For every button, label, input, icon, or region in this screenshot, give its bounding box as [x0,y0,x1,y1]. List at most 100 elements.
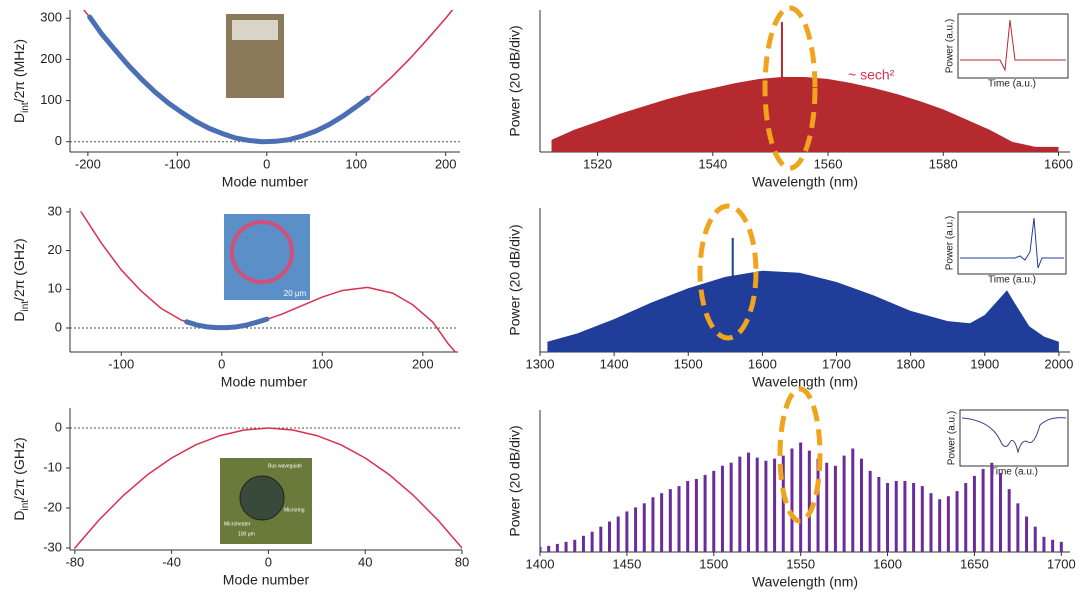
y-label-part: /2π (GHz) [11,437,27,500]
x-axis-label: Mode number [221,374,308,390]
plot-area [547,237,1059,352]
x-axis-label: Mode number [223,572,310,588]
photo-detail [232,20,278,40]
inset-xlabel: Time (a.u.) [990,467,1038,478]
x-tick-label: 0 [218,356,225,371]
x-tick-label: -100 [108,356,134,371]
x-tick-label: 1600 [873,556,902,571]
y-tick-label: 0 [55,419,62,434]
y-label-part: int [20,500,31,511]
ring [239,475,285,521]
y-tick-label: 0 [55,133,62,148]
x-tick-label: -200 [75,156,101,171]
x-tick-label: 1450 [612,556,641,571]
x-tick-label: 1400 [526,556,555,571]
inset-xlabel: Time (a.u.) [988,79,1036,90]
data-points [87,14,371,145]
x-tick-label: 1500 [699,556,728,571]
x-tick-label: 1600 [748,356,777,371]
inset-trace [960,19,1066,72]
x-tick-label: 1520 [583,156,612,171]
y-axis-label: Dint/2π (GHz) [11,238,31,321]
y-tick-label: -20 [43,499,62,514]
x-tick-label: 200 [435,156,457,171]
spectrum-area [551,76,1059,152]
inset-trace [960,217,1064,269]
x-tick-label: 1400 [600,356,629,371]
inset-ylabel: Power (a.u.) [947,411,958,465]
y-axis-label: Power (20 dB/div) [507,425,523,536]
plot-area [551,22,1059,152]
plot-area [82,10,454,145]
y-tick-label: 30 [48,203,62,218]
y-tick-label: 300 [40,10,62,25]
inset-ylabel: Power (a.u.) [945,216,956,270]
annotation: ~ sech² [848,67,895,83]
y-label-part: D [11,312,27,322]
y-tick-label: -30 [43,539,62,554]
x-tick-label: 1550 [786,556,815,571]
x-tick-label: 1700 [1047,556,1076,571]
y-tick-label: 20 [48,242,62,257]
ring [230,220,294,284]
data-points [184,316,270,331]
plot-area [540,442,1063,552]
y-tick-label: 100 [40,92,62,107]
y-label-part: /2π (MHz) [11,39,27,102]
y-label-part: int [20,301,31,312]
y-axis-label: Dint/2π (MHz) [11,39,31,123]
x-tick-label: 1500 [674,356,703,371]
y-tick-label: 200 [40,51,62,66]
y-tick-label: 10 [48,281,62,296]
x-tick-label: 100 [345,156,367,171]
x-tick-label: 1600 [1044,156,1073,171]
x-axis-label: Wavelength (nm) [752,574,858,590]
x-tick-label: 0 [263,156,270,171]
inset-text: Bus waveguide [268,463,302,469]
x-tick-label: 1300 [526,356,555,371]
x-tick-label: 1800 [896,356,925,371]
highlight [777,386,823,524]
highlight [697,203,759,341]
x-tick-label: 40 [358,554,372,569]
x-tick-label: 100 [311,356,333,371]
y-label-part: /2π (GHz) [11,238,27,301]
inset-text: 100 μm [238,531,255,537]
y-label-part: D [11,511,27,521]
x-tick-label: 80 [455,554,469,569]
inset-xlabel: Time (a.u.) [988,275,1036,286]
x-tick-label: 1560 [814,156,843,171]
inset-text: Microheater [224,521,251,527]
x-tick-label: -100 [164,156,190,171]
photo-inset [224,214,310,300]
y-label-part: D [11,113,27,123]
x-tick-label: 1580 [929,156,958,171]
inset-text: Microring [284,507,305,513]
inset-ylabel: Power (a.u.) [945,19,956,73]
inset-text: 20 μm [284,289,307,298]
y-axis-label: Power (20 dB/div) [507,224,523,335]
inset-frame [957,211,1067,275]
x-tick-label: -80 [65,554,84,569]
y-axis-label: Power (20 dB/div) [507,25,523,136]
y-label-part: int [20,102,31,113]
x-tick-label: 1650 [960,556,989,571]
y-tick-label: 0 [55,319,62,334]
x-tick-label: -40 [162,554,181,569]
fit-curve [74,427,462,549]
plot-area [74,427,462,549]
x-tick-label: 0 [265,554,272,569]
x-axis-label: Wavelength (nm) [752,374,858,390]
x-tick-label: 200 [412,356,434,371]
y-tick-label: -10 [43,459,62,474]
x-tick-label: 1700 [822,356,851,371]
plot-area [80,211,457,352]
x-axis-label: Wavelength (nm) [752,174,858,190]
inset-trace [961,417,1067,454]
fit-curve [80,211,457,352]
x-tick-label: 2000 [1044,356,1073,371]
y-axis-label: Dint/2π (GHz) [11,437,31,520]
